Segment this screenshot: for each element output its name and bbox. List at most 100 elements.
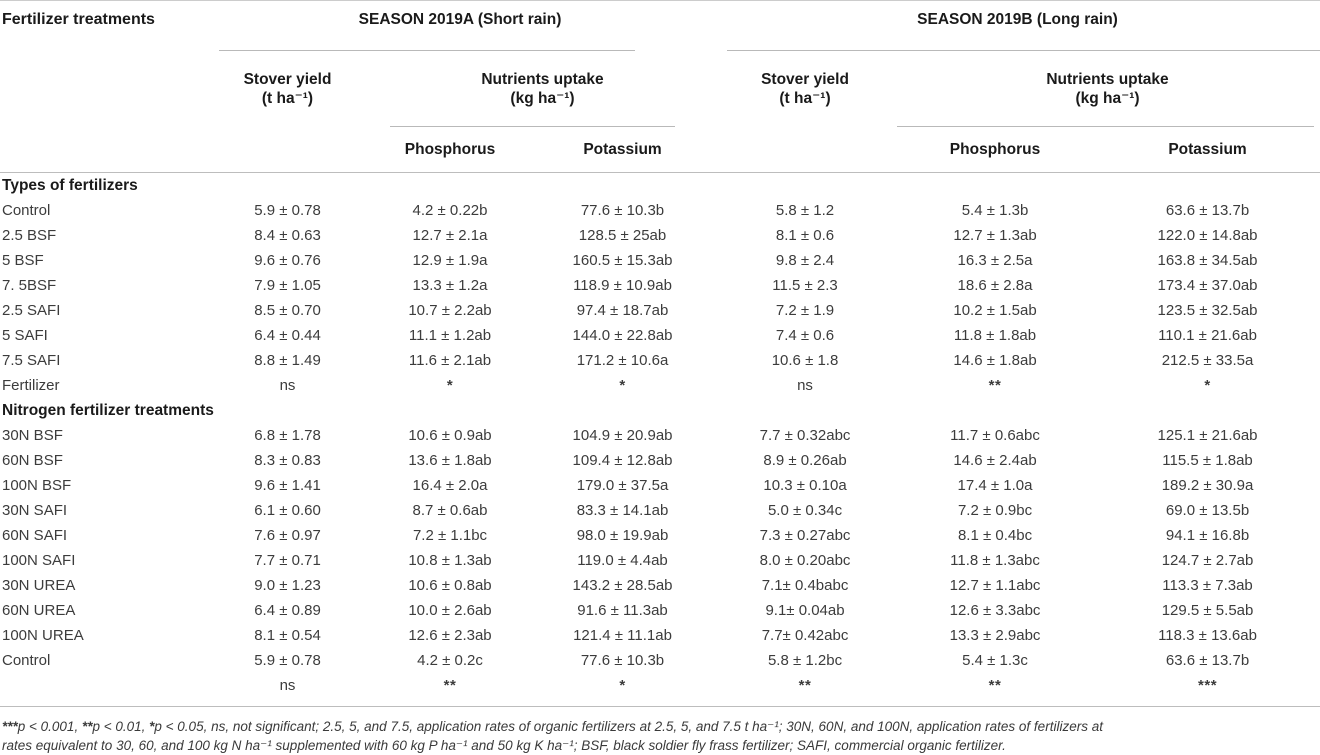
table-row: Fertilizer ns * * ns ** *: [0, 373, 1320, 398]
table-cell: 77.6 ± 10.3b: [580, 202, 665, 219]
table-cell: 17.4 ± 1.0a: [957, 477, 1033, 494]
table-cell: 94.1 ± 16.8b: [1165, 527, 1250, 544]
table-cell: 7.7± 0.42abc: [761, 627, 849, 644]
table-cell: ns: [279, 377, 296, 394]
row-label: 30N UREA: [2, 577, 76, 594]
table-cell: 5.8 ± 1.2: [775, 202, 835, 219]
table-cell: 63.6 ± 13.7b: [1165, 652, 1250, 669]
table-cell: 8.5 ± 0.70: [254, 302, 321, 319]
table-cell: 113.3 ± 7.3ab: [1162, 577, 1253, 594]
table-cell: 11.6 ± 2.1ab: [408, 352, 492, 369]
table-cell: 97.4 ± 18.7ab: [576, 302, 669, 319]
table-cell: 7.1± 0.4babc: [761, 577, 849, 594]
column-header-stover-yield-b: Stover yield (t ha⁻¹): [715, 51, 895, 127]
table-cell: 5.8 ± 1.2bc: [767, 652, 843, 669]
table-cell: 12.7 ± 2.1a: [412, 227, 488, 244]
table-row: 7. 5BSF 7.9 ± 1.05 13.3 ± 1.2a 118.9 ± 10.9…: [0, 273, 1320, 298]
table-cell: 8.1 ± 0.6: [775, 227, 835, 244]
table-cell: 10.6 ± 0.8ab: [408, 577, 492, 594]
row-label: 30N SAFI: [2, 502, 68, 519]
table-row: 5 BSF 9.6 ± 0.76 12.9 ± 1.9a 160.5 ± 15.3ab…: [0, 248, 1320, 273]
table-cell: 12.9 ± 1.9a: [412, 252, 488, 269]
table-cell: 13.3 ± 1.2a: [412, 277, 488, 294]
season-header-row: Fertilizer treatments SEASON 2019A (Shor…: [0, 3, 1320, 173]
table-cell: 12.6 ± 2.3ab: [408, 627, 492, 644]
table-cell: 128.5 ± 25ab: [578, 227, 667, 244]
table-cell: 119.0 ± 4.4ab: [577, 552, 668, 569]
footnote-line-2: rates equivalent to 30, 60, and 100 kg N…: [2, 736, 1318, 755]
table-cell: 14.6 ± 2.4ab: [953, 452, 1037, 469]
table-cell: 143.2 ± 28.5ab: [572, 577, 673, 594]
table-row: 100N BSF 9.6 ± 1.41 16.4 ± 2.0a 179.0 ± 37.…: [0, 473, 1320, 498]
footnote-text: rates equivalent to 30, 60, and 100 kg N…: [2, 738, 1006, 753]
table-cell: 11.1 ± 1.2ab: [408, 327, 492, 344]
column-header-phosphorus-b: Phosphorus: [895, 127, 1096, 173]
table-row: 2.5 BSF 8.4 ± 0.63 12.7 ± 2.1a 128.5 ± 25ab…: [0, 223, 1320, 248]
table-cell: *: [1204, 377, 1211, 394]
table-row: 60N SAFI 7.6 ± 0.97 7.2 ± 1.1bc 98.0 ± 19.9…: [0, 523, 1320, 548]
column-header-potassium-a: Potassium: [530, 127, 716, 173]
table-cell: *: [619, 677, 626, 694]
row-label: 2.5 BSF: [2, 227, 57, 244]
table-cell: 7.2 ± 1.9: [775, 302, 835, 319]
row-label: 60N BSF: [2, 452, 63, 469]
section-title: Types of fertilizers: [2, 176, 138, 194]
table-cell: 7.2 ± 0.9bc: [957, 502, 1033, 519]
table-cell: 123.5 ± 32.5ab: [1157, 302, 1258, 319]
table-row: 60N UREA 6.4 ± 0.89 10.0 ± 2.6ab 91.6 ± 11.…: [0, 598, 1320, 623]
table-cell: 69.0 ± 13.5b: [1165, 502, 1250, 519]
table-cell: 6.1 ± 0.60: [254, 502, 321, 519]
table-cell: *: [619, 377, 626, 394]
table-cell: 118.3 ± 13.6ab: [1158, 627, 1257, 644]
table-cell: 129.5 ± 5.5ab: [1161, 602, 1254, 619]
table-cell: 8.3 ± 0.83: [254, 452, 321, 469]
table-cell: 6.8 ± 1.78: [254, 427, 321, 444]
table-cell: 7.4 ± 0.6: [775, 327, 835, 344]
column-header-fertilizer-treatments: Fertilizer treatments: [0, 3, 205, 173]
table-cell: 16.4 ± 2.0a: [412, 477, 488, 494]
row-label: 100N BSF: [2, 477, 72, 494]
column-header-stover-yield-a: Stover yield (t ha⁻¹): [205, 51, 370, 127]
row-label: Control: [2, 202, 51, 219]
table-body: Types of fertilizers Control 5.9 ± 0.78 4.2…: [0, 173, 1320, 699]
footnote-text: p < 0.01,: [92, 719, 150, 734]
table-cell: **: [798, 677, 812, 694]
table-row: 2.5 SAFI 8.5 ± 0.70 10.7 ± 2.2ab 97.4 ± 18.…: [0, 298, 1320, 323]
footnote-text: p < 0.05, ns, not significant; 2.5, 5, a…: [154, 719, 1103, 734]
table-cell: 10.2 ± 1.5ab: [953, 302, 1037, 319]
table-cell: 124.7 ± 2.7ab: [1161, 552, 1254, 569]
table-cell: 179.0 ± 37.5a: [576, 477, 669, 494]
row-label: 30N BSF: [2, 427, 63, 444]
table-cell: ***: [1198, 677, 1218, 694]
table-cell: 125.1 ± 21.6ab: [1157, 427, 1258, 444]
table-cell: 189.2 ± 30.9a: [1161, 477, 1254, 494]
table-cell: 8.7 ± 0.6ab: [412, 502, 488, 519]
table-row: 30N BSF 6.8 ± 1.78 10.6 ± 0.9ab 104.9 ± 20.…: [0, 423, 1320, 448]
table-row: 60N BSF 8.3 ± 0.83 13.6 ± 1.8ab 109.4 ± 12.…: [0, 448, 1320, 473]
table-cell: 8.0 ± 0.20abc: [759, 552, 851, 569]
nutrients-uptake-label: Nutrients uptake: [1046, 70, 1169, 88]
row-label: 5 SAFI: [2, 327, 48, 344]
fertilizer-treatments-table: Fertilizer treatments SEASON 2019A (Shor…: [0, 3, 1320, 698]
column-group-nutrients-uptake-a: Nutrients uptake (kg ha⁻¹): [370, 51, 715, 127]
nutrients-uptake-unit: (kg ha⁻¹): [510, 89, 575, 107]
row-label: 5 BSF: [2, 252, 44, 269]
table-cell: ns: [279, 677, 296, 694]
table-cell: 83.3 ± 14.1ab: [576, 502, 669, 519]
stover-yield-unit: (t ha⁻¹): [261, 89, 314, 107]
table-row: 100N SAFI 7.7 ± 0.71 10.8 ± 1.3ab 119.0 ± 4…: [0, 548, 1320, 573]
table-cell: 121.4 ± 11.1ab: [573, 627, 672, 644]
table-cell: 171.2 ± 10.6a: [576, 352, 669, 369]
table-cell: 8.1 ± 0.4bc: [957, 527, 1033, 544]
table-cell: **: [988, 377, 1002, 394]
table-cell: 212.5 ± 33.5a: [1161, 352, 1254, 369]
table-cell: 160.5 ± 15.3ab: [572, 252, 673, 269]
row-label: 100N SAFI: [2, 552, 76, 569]
table-cell: 10.6 ± 1.8: [771, 352, 839, 369]
table-cell: 91.6 ± 11.3ab: [577, 602, 668, 619]
nutrient-header-row: Phosphorus Potassium Phosphorus Potassiu…: [0, 127, 1320, 173]
row-label: 60N SAFI: [2, 527, 68, 544]
table-header: Fertilizer treatments SEASON 2019A (Shor…: [0, 3, 1320, 173]
table-cell: 12.7 ± 1.3ab: [953, 227, 1037, 244]
table-cell: 4.2 ± 0.22b: [412, 202, 488, 219]
